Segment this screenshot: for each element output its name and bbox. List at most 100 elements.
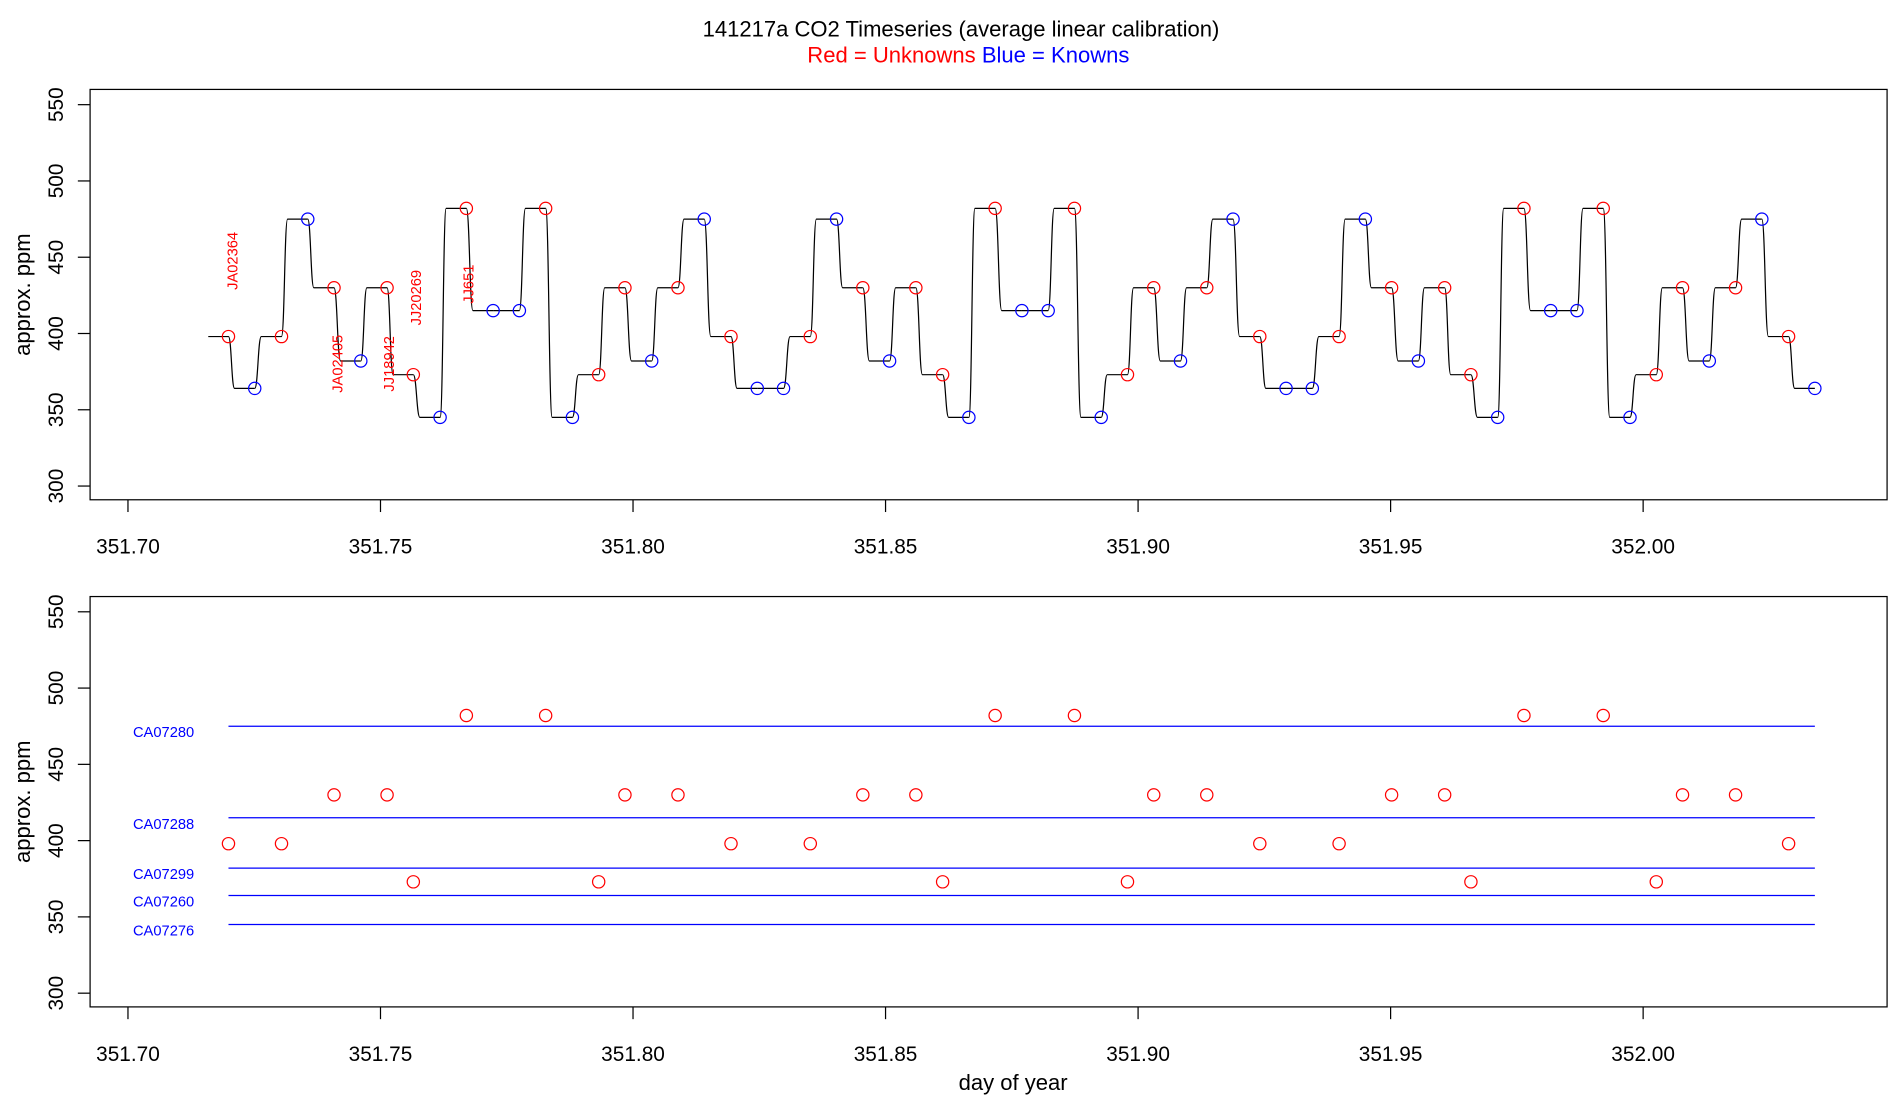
trace-segment — [545, 207, 573, 419]
trace-segment — [1708, 287, 1736, 362]
y-tick-label: 300 — [45, 976, 68, 1011]
unknown-point — [1332, 836, 1346, 851]
sample-point — [1464, 367, 1478, 382]
unknown-point — [618, 788, 632, 802]
sample-point — [1702, 354, 1717, 368]
trace-segment — [677, 218, 705, 289]
unknown-point — [909, 788, 923, 802]
sample-point — [776, 381, 791, 396]
trace-segment — [386, 287, 414, 376]
trace-segment — [518, 207, 546, 312]
trace-segment — [1232, 218, 1260, 338]
trace-segment — [994, 207, 1022, 312]
unknown-point — [274, 836, 289, 851]
trace-segment — [888, 287, 916, 362]
sample-point — [724, 329, 738, 344]
sample-point — [1147, 280, 1161, 295]
sample-point — [512, 303, 527, 318]
trace-segment — [1153, 287, 1181, 362]
trace-segment — [1681, 287, 1710, 362]
sample-point — [935, 367, 950, 382]
x-tick-label: 351.75 — [349, 536, 413, 559]
x-tick-label: 351.70 — [96, 536, 160, 559]
trace-segment — [571, 374, 599, 419]
sample-point — [750, 381, 765, 396]
sample-point — [1517, 201, 1531, 216]
reference-label: CA07280 — [133, 725, 194, 741]
y-tick-label: 300 — [45, 469, 68, 504]
sample-point — [1015, 303, 1029, 318]
sample-point — [1570, 303, 1584, 318]
trace-segment — [465, 207, 494, 312]
x-tick-label: 351.90 — [1106, 1043, 1170, 1066]
sample-point — [697, 212, 711, 226]
trace-segment — [862, 287, 890, 362]
sample-point — [1253, 329, 1267, 344]
sample-point — [591, 367, 606, 382]
x-tick-label: 351.90 — [1106, 536, 1170, 559]
annotation: JJ20269 — [409, 270, 425, 326]
sample-point — [1755, 212, 1769, 226]
trace-segment — [1523, 207, 1551, 312]
sample-point — [327, 280, 341, 295]
trace-segment — [1787, 335, 1815, 390]
trace-segment — [968, 207, 996, 419]
sample-point — [380, 280, 394, 295]
sample-point — [1305, 381, 1320, 396]
sample-point — [248, 381, 262, 396]
annotation: JJ18942 — [382, 336, 398, 392]
trace-segment — [1364, 218, 1392, 289]
sample-point — [671, 280, 685, 295]
trace-segment — [703, 218, 732, 338]
annotation: JA02405 — [331, 335, 347, 393]
y-tick-label: 450 — [45, 240, 68, 275]
unknown-point — [1596, 708, 1610, 723]
y-tick-label: 550 — [45, 594, 68, 629]
trace-segment — [624, 287, 652, 362]
trace-segment — [1126, 287, 1154, 376]
unknown-point — [803, 836, 818, 851]
trace-segment — [1470, 374, 1498, 419]
x-tick-label: 352.00 — [1611, 1043, 1675, 1066]
unknown-point — [1384, 788, 1399, 802]
x-tick-label: 352.00 — [1611, 536, 1675, 559]
sample-point — [1120, 367, 1135, 382]
trace-segment — [1100, 374, 1128, 419]
trace-segment — [730, 335, 758, 390]
sample-point — [1623, 410, 1637, 425]
trace-segment — [1047, 207, 1075, 312]
y-tick-label: 450 — [45, 747, 68, 782]
x-axis-label: day of year — [959, 1070, 1068, 1095]
sample-point — [1437, 280, 1452, 295]
unknown-point — [406, 875, 421, 889]
plot-frame — [89, 88, 1888, 501]
unknown-point — [1200, 788, 1214, 802]
trace-segment — [782, 335, 811, 390]
trace-segment — [1497, 207, 1524, 419]
unknown-point — [724, 836, 738, 851]
unknown-point — [221, 836, 236, 851]
sample-point — [221, 329, 236, 344]
unknown-point — [1253, 836, 1267, 851]
sample-point — [538, 201, 553, 216]
reference-label: CA07288 — [133, 817, 194, 833]
legend: Red = Unknowns Blue = Knowns — [807, 42, 1129, 67]
plot-frame — [89, 595, 1888, 1008]
trace-segment — [598, 287, 625, 376]
trace-segment — [1259, 335, 1287, 390]
x-tick-label: 351.85 — [854, 1043, 918, 1066]
trace-segment — [651, 287, 678, 362]
y-tick-label: 500 — [45, 164, 68, 199]
chart-title: 141217a CO2 Timeseries (average linear c… — [703, 17, 1220, 42]
x-tick-label: 351.80 — [601, 1043, 665, 1066]
sample-point — [1094, 410, 1108, 425]
trace-segment — [1576, 207, 1604, 312]
trace-segment — [439, 207, 467, 419]
trace-segment — [1311, 335, 1340, 390]
unknown-point — [935, 875, 950, 889]
sample-point — [1173, 354, 1188, 368]
y-tick-label: 550 — [45, 87, 68, 122]
trace-segment — [1206, 218, 1234, 289]
